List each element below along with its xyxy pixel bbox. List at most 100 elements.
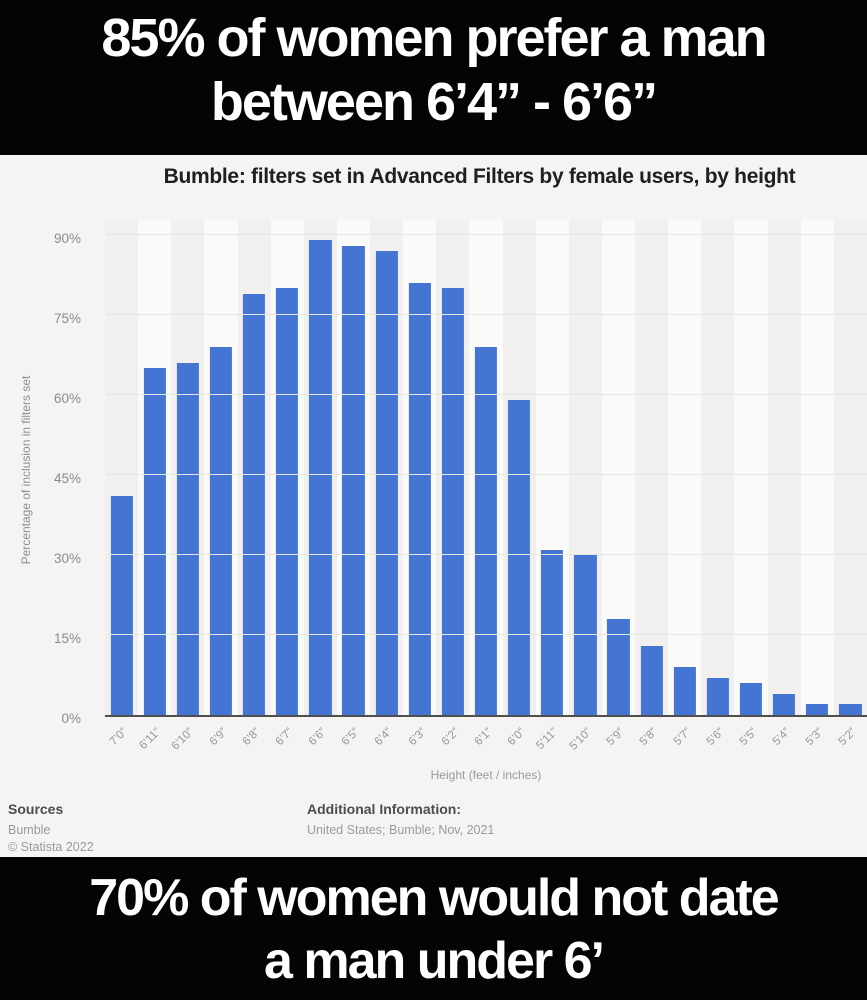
chart-footer: Sources Bumble © Statista 2022 Additiona… bbox=[0, 801, 867, 856]
chart-body: Percentage of inclusion in filters set 0… bbox=[0, 220, 867, 753]
gridline bbox=[105, 314, 867, 315]
x-tick-label: 6’0” bbox=[505, 726, 528, 749]
bar-column: 6’7” bbox=[270, 220, 304, 748]
bar-column: 6’1” bbox=[469, 220, 503, 748]
bar[interactable] bbox=[276, 288, 299, 715]
gridline bbox=[105, 554, 867, 555]
bar-column: 5’8” bbox=[635, 220, 669, 748]
x-tick-label: 5’3” bbox=[803, 726, 826, 749]
x-tick-label: 6’7” bbox=[273, 726, 296, 749]
bar[interactable] bbox=[806, 704, 829, 715]
source-name: Bumble bbox=[8, 823, 51, 837]
additional-info-text: United States; Bumble; Nov, 2021 bbox=[307, 823, 495, 837]
y-tick-label: 90% bbox=[53, 231, 81, 246]
x-tick-label: 5’8” bbox=[637, 726, 661, 749]
y-tick-label: 0% bbox=[61, 711, 81, 726]
gridline bbox=[105, 474, 867, 475]
x-tick-label: 6’11” bbox=[137, 726, 164, 752]
x-tick-label: 6’10” bbox=[169, 726, 197, 753]
bar-column: 6’10” bbox=[170, 220, 205, 753]
bottom-caption-line2: a man under 6’ bbox=[264, 932, 605, 990]
bar-column: 5’2” bbox=[833, 220, 867, 748]
bar[interactable] bbox=[772, 693, 796, 715]
bar[interactable] bbox=[706, 677, 729, 715]
bar[interactable] bbox=[309, 240, 332, 715]
bar-column: 6’11” bbox=[137, 220, 172, 752]
bar[interactable] bbox=[607, 619, 630, 715]
x-tick-label: 6’1” bbox=[472, 726, 495, 749]
bar-column: 6’2” bbox=[436, 220, 470, 748]
x-tick-label: 5’10” bbox=[567, 726, 594, 753]
bar[interactable] bbox=[673, 667, 696, 715]
x-tick-label: 5’7” bbox=[671, 726, 694, 749]
x-tick-label: 6’8” bbox=[240, 726, 263, 749]
x-tick-label: 6’2” bbox=[439, 726, 462, 749]
bar-column: 5’11” bbox=[535, 220, 569, 752]
bar-column: 5’9” bbox=[601, 220, 635, 748]
bar[interactable] bbox=[375, 251, 398, 715]
bottom-caption-line1: 70% of women would not date bbox=[89, 869, 779, 927]
bar-column: 5’7” bbox=[668, 220, 702, 748]
bar-column: 6’8” bbox=[237, 220, 271, 748]
bar-column: 5’4” bbox=[767, 220, 801, 748]
bottom-caption: 70% of women would not date a man under … bbox=[0, 857, 867, 1000]
sources-label: Sources bbox=[8, 801, 64, 817]
bar[interactable] bbox=[541, 549, 564, 715]
y-axis-title: Percentage of inclusion in filters set bbox=[19, 375, 33, 564]
gridline bbox=[105, 634, 867, 635]
additional-info-label: Additional Information: bbox=[307, 801, 461, 817]
bar[interactable] bbox=[574, 555, 597, 715]
bar-column: 6’5” bbox=[336, 220, 370, 748]
bar-columns: 7’0” 6’11” 6’10” 6’9” 6’8” 6’7” 6’6” 6’5” 6’4” 6’… bbox=[105, 220, 867, 753]
y-tick-label: 60% bbox=[53, 391, 81, 406]
bar-column: 6’6” bbox=[303, 220, 337, 748]
top-caption: 85% of women prefer a man between 6’4” -… bbox=[0, 0, 867, 155]
gridline bbox=[105, 394, 867, 395]
x-tick-label: 6’5” bbox=[339, 726, 362, 749]
bar-column: 5’3” bbox=[800, 220, 834, 748]
chart-title: Bumble: filters set in Advanced Filters … bbox=[163, 165, 796, 188]
x-tick-label: 5’9” bbox=[604, 726, 627, 749]
bar-column: 6’3” bbox=[403, 220, 437, 748]
x-tick-label: 7’0” bbox=[107, 726, 131, 749]
sources-block: Sources Bumble © Statista 2022 bbox=[8, 801, 307, 856]
bar[interactable] bbox=[640, 645, 663, 715]
bar[interactable] bbox=[209, 347, 233, 715]
x-tick-label: 5’5” bbox=[737, 726, 760, 749]
bar[interactable] bbox=[441, 288, 464, 715]
x-tick-label: 5’2” bbox=[836, 726, 859, 749]
x-tick-label: 6’3” bbox=[406, 726, 429, 749]
y-tick-label: 30% bbox=[53, 551, 81, 566]
bar[interactable] bbox=[507, 400, 531, 715]
bar[interactable] bbox=[839, 704, 862, 715]
x-tick-label: 6’6” bbox=[306, 726, 329, 749]
bar-column: 5’10” bbox=[567, 220, 602, 753]
bar-column: 7’0” bbox=[105, 220, 139, 748]
bar-column: 6’0” bbox=[502, 220, 536, 748]
x-tick-label: 6’4” bbox=[372, 726, 396, 749]
bar[interactable] bbox=[739, 683, 763, 715]
bar[interactable] bbox=[143, 368, 166, 715]
bar[interactable] bbox=[242, 293, 266, 715]
bar[interactable] bbox=[110, 496, 133, 715]
x-axis-title: Height (feet / inches) bbox=[430, 768, 542, 782]
x-tick-label: 5’6” bbox=[704, 726, 727, 749]
x-tick-label: 5’11” bbox=[534, 726, 561, 752]
plot-area: 7’0” 6’11” 6’10” 6’9” 6’8” 6’7” 6’6” 6’5” 6’4” 6’… bbox=[105, 220, 867, 753]
x-tick-label: 5’4” bbox=[770, 726, 793, 749]
gridline bbox=[105, 234, 867, 235]
bar[interactable] bbox=[342, 245, 365, 715]
y-tick-label: 45% bbox=[53, 471, 81, 486]
additional-info-block: Additional Information: United States; B… bbox=[307, 801, 494, 856]
bar[interactable] bbox=[176, 363, 199, 715]
bar[interactable] bbox=[408, 283, 431, 715]
bar[interactable] bbox=[474, 347, 498, 715]
statista-chart: Bumble: filters set in Advanced Filters … bbox=[0, 155, 867, 857]
y-tick-label: 15% bbox=[53, 631, 81, 646]
bar-column: 5’5” bbox=[734, 220, 768, 748]
y-tick-label: 75% bbox=[53, 311, 81, 326]
top-caption-line2: between 6’4” - 6’6” bbox=[210, 72, 658, 132]
copyright: © Statista 2022 bbox=[8, 840, 94, 854]
bar-column: 6’9” bbox=[204, 220, 238, 748]
